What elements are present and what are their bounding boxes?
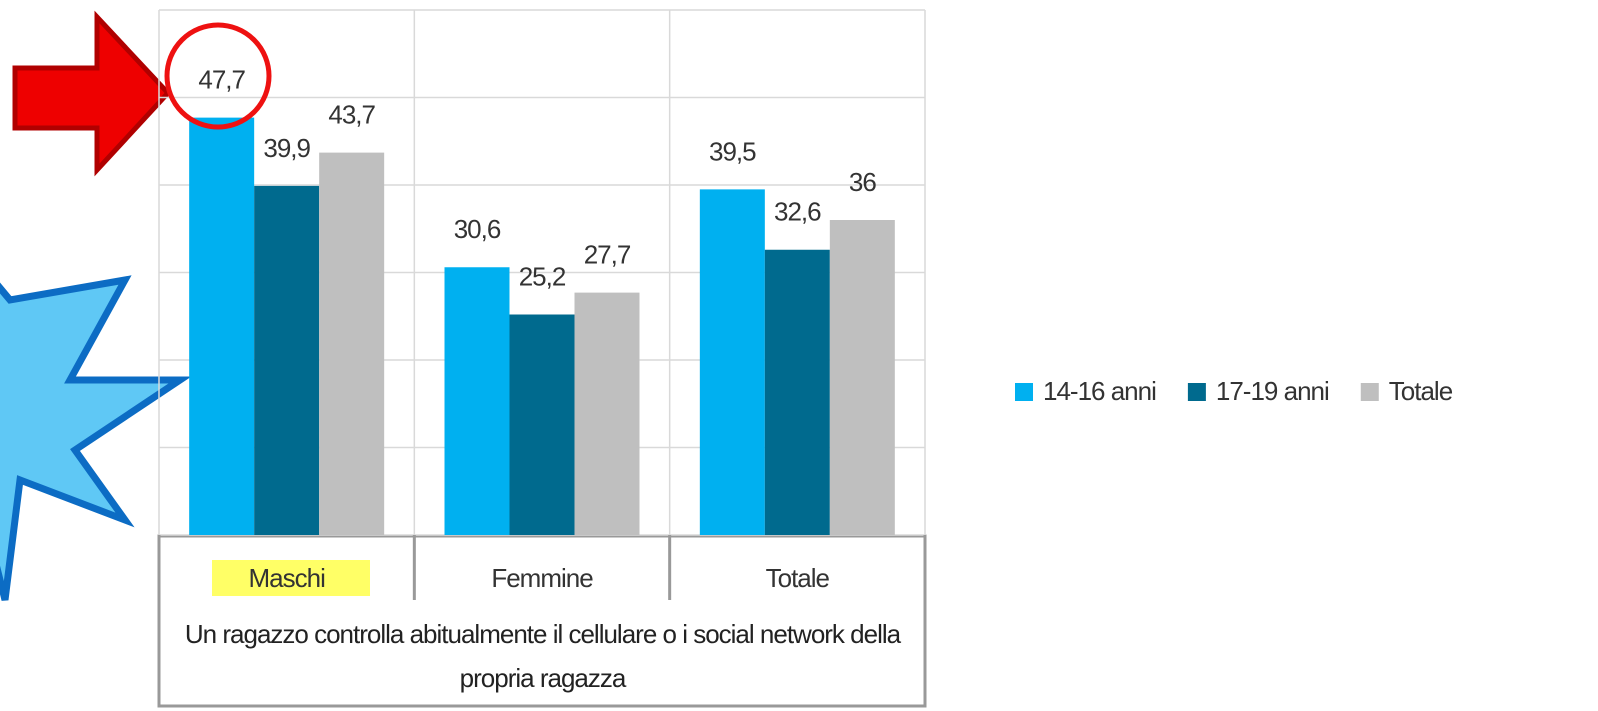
bar xyxy=(189,117,255,535)
bar xyxy=(699,189,765,535)
x-tick-label: Maschi xyxy=(248,563,325,593)
highlight xyxy=(212,560,370,596)
x-axis-label: Un ragazzo controlla abitualmente il cel… xyxy=(184,619,901,693)
data-label: 39,9 xyxy=(263,133,310,163)
bar xyxy=(829,220,895,535)
data-label: 32,6 xyxy=(774,197,821,227)
data-label: 25,2 xyxy=(519,261,566,291)
x-tick-label: Femmine xyxy=(491,563,593,593)
data-label: 47,7 xyxy=(198,65,245,95)
legend-swatch xyxy=(1187,383,1206,401)
bar xyxy=(509,314,575,535)
legend-swatch xyxy=(1015,383,1033,401)
data-label: 36 xyxy=(849,167,876,197)
legend-label: Totale xyxy=(1389,376,1453,406)
plot: Maschi 47,7 39,9 43,7 Femmine 30,6 25,2 27,7 Tot… xyxy=(157,9,1454,600)
x-label-box: Un ragazzo controlla abitualmente il cel… xyxy=(184,619,901,693)
bar xyxy=(764,249,830,535)
x-tick-label: Totale xyxy=(766,563,830,593)
starburst xyxy=(0,275,192,601)
bar xyxy=(574,292,640,535)
bar xyxy=(319,152,385,535)
axis-frame xyxy=(157,534,927,708)
data-label: 43,7 xyxy=(328,100,375,130)
legend-swatch xyxy=(1360,383,1379,401)
bar xyxy=(444,267,510,535)
arrow xyxy=(12,10,172,177)
legend-label: 14-16 anni xyxy=(1043,376,1156,406)
data-label: 27,7 xyxy=(584,240,631,270)
bar xyxy=(254,185,320,535)
data-label: 30,6 xyxy=(454,214,501,244)
highlight-circle xyxy=(164,22,272,130)
legend-label: 17-19 anni xyxy=(1216,376,1329,406)
data-label: 39,5 xyxy=(709,136,756,166)
